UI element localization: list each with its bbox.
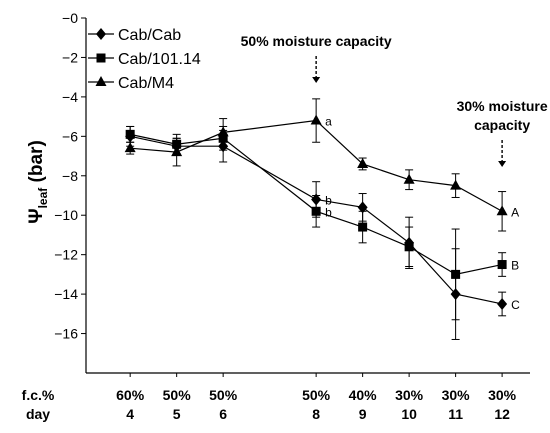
x-tick-label-day: 12 — [494, 406, 510, 422]
y-tick-label: −4 — [62, 89, 78, 105]
data-point-triangle — [496, 205, 508, 216]
row-label-day: day — [26, 406, 50, 422]
annotation-text: capacity — [474, 117, 530, 133]
annotations: 50% moisture capacity 30% moisture capacit… — [241, 33, 548, 167]
legend-item: Cab/M4 — [88, 75, 174, 92]
series-line — [130, 135, 503, 305]
point-letter: A — [511, 205, 519, 219]
x-tick-label-fc: 30% — [442, 387, 471, 403]
point-letter: B — [511, 259, 519, 273]
row-label-fc: f.c.% — [22, 387, 55, 403]
point-letter: b — [325, 193, 332, 207]
legend-marker-square — [96, 53, 106, 63]
y-axis-label: Ψleaf (bar) — [26, 140, 50, 224]
series-cab-101-14 — [125, 125, 507, 321]
x-tick-label-day: 10 — [401, 406, 417, 422]
data-point-triangle — [357, 157, 369, 168]
annotation: 30% moisture capacity — [457, 98, 548, 167]
y-tick-label: −2 — [62, 49, 78, 65]
point-letter: b — [325, 205, 332, 219]
point-letter: C — [511, 298, 520, 312]
y-tick-label: −12 — [54, 247, 78, 263]
legend-item: Cab/101.14 — [88, 51, 201, 68]
y-tick-label: −10 — [54, 207, 78, 223]
data-point-square — [125, 129, 135, 139]
data-point-diamond — [497, 297, 508, 310]
data-point-triangle — [124, 142, 136, 153]
point-letters: a bb A B C — [325, 115, 520, 312]
data-point-triangle — [403, 173, 415, 184]
x-tick-label-fc: 50% — [209, 387, 238, 403]
data-point-square — [311, 206, 321, 216]
legend-label: Cab/101.14 — [118, 51, 201, 68]
legend: Cab/Cab Cab/101.14 Cab/M4 — [88, 27, 201, 92]
x-tick-label-day: 11 — [448, 406, 463, 422]
data-point-triangle — [450, 179, 462, 190]
x-tick-label-fc: 30% — [395, 387, 424, 403]
legend-marker-diamond — [96, 28, 106, 40]
y-tick-label: −16 — [54, 326, 78, 342]
data-point-triangle — [310, 114, 322, 125]
data-point-square — [497, 260, 507, 270]
x-tick-label-fc: 60% — [116, 387, 145, 403]
data-point-triangle — [217, 126, 229, 137]
x-tick-label-fc: 50% — [302, 387, 331, 403]
y-tick-label: −0 — [62, 10, 78, 26]
data-point-diamond — [357, 201, 368, 214]
legend-label: Cab/M4 — [118, 75, 174, 92]
x-tick-label-day: 5 — [173, 406, 181, 422]
x-tick-label-fc: 30% — [488, 387, 517, 403]
x-tick-label-day: 4 — [126, 406, 134, 422]
x-tick-label-day: 6 — [219, 406, 227, 422]
annotation-arrowhead — [498, 161, 507, 167]
y-tick-label: −8 — [62, 168, 78, 184]
series-layer — [124, 98, 508, 340]
series-cab-m4 — [124, 98, 508, 232]
y-tick-label: −6 — [62, 128, 78, 144]
legend-marker-triangle — [95, 76, 107, 86]
data-point-triangle — [171, 146, 183, 157]
axes: −0 −2 −4 −6 −8 −10 −12 −14 −16 f.c.% day 60% 4 50% 5 50… — [22, 10, 530, 422]
legend-item: Cab/Cab — [88, 27, 181, 44]
x-tick-label-fc: 50% — [163, 387, 192, 403]
series-cab-cab — [125, 125, 508, 340]
annotation-text: 50% moisture capacity — [241, 33, 392, 49]
point-letter: a — [325, 115, 332, 129]
data-point-square — [451, 269, 461, 279]
annotation: 50% moisture capacity — [241, 33, 392, 83]
y-tick-label: −14 — [54, 286, 78, 302]
data-point-square — [404, 242, 414, 252]
legend-label: Cab/Cab — [118, 27, 181, 44]
series-line — [130, 119, 503, 212]
data-point-square — [358, 222, 368, 232]
x-tick-label-day: 9 — [359, 406, 367, 422]
annotation-text: 30% moisture — [457, 98, 548, 114]
series-line — [130, 133, 503, 276]
x-tick-label-fc: 40% — [349, 387, 378, 403]
annotation-arrowhead — [312, 77, 321, 83]
x-tick-label-day: 8 — [312, 406, 320, 422]
